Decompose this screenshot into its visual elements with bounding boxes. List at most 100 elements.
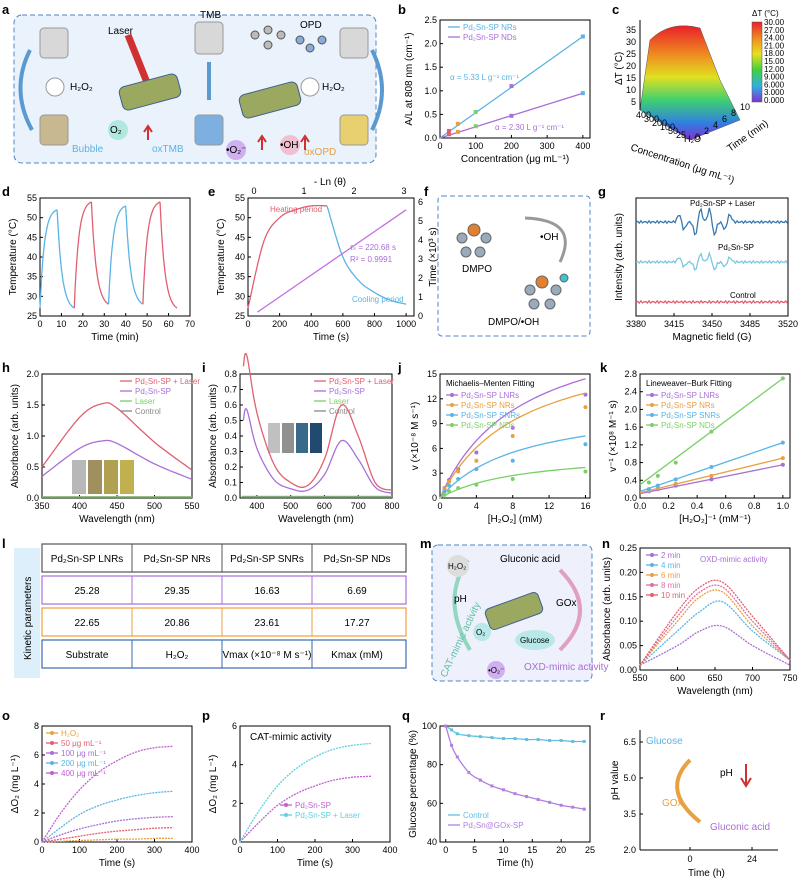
o-xtick-label: 200 — [109, 845, 124, 855]
k-point — [780, 462, 785, 467]
r-xtick: 0 — [687, 854, 692, 864]
k-point — [709, 465, 714, 469]
m-o2-circle — [473, 623, 491, 641]
nanorod-2 — [238, 81, 302, 119]
c-time-tick: 8 — [731, 108, 736, 118]
e-heating-label: Heating period — [270, 205, 322, 214]
o-curve — [41, 745, 174, 843]
tmb-label: TMB — [200, 10, 221, 21]
colorbar-tick: 30.00 — [764, 18, 785, 27]
j-xtick-label: 16 — [580, 501, 590, 511]
c-z-tick: 35 — [626, 25, 636, 35]
q-xtick-label: 10 — [498, 845, 508, 855]
k-axes-frame — [639, 373, 791, 499]
n-legend-marker — [650, 593, 654, 597]
vial-oxopd — [339, 114, 369, 146]
n-ytick-label: 0.15 — [619, 592, 637, 602]
g-label-sp: Pd₂Sn-SP — [718, 243, 754, 252]
i-legend-label: Pd₂Sn-SP — [329, 387, 365, 396]
e-ytick-label: 50 — [235, 213, 245, 223]
panel-a: a Laser TMB OPD H₂O₂ H₂O₂ B — [2, 2, 384, 164]
l-cell: 16.63 — [254, 586, 279, 597]
c-z-ticks: 5 10 15 20 25 30 35 — [626, 25, 636, 107]
o-curve — [41, 815, 174, 843]
m-o2-radical-circle — [487, 661, 505, 679]
e-y2-tick: 3 — [418, 254, 423, 264]
k-ytick-label: 2.4 — [624, 387, 637, 397]
c-z-tick: 10 — [626, 85, 636, 95]
k-xtick-label: 0.4 — [691, 501, 704, 511]
j-xtick-label: 0 — [437, 501, 442, 511]
b-xtick-label: 300 — [540, 141, 555, 151]
d-xtick-label: 70 — [185, 319, 195, 329]
h-spectrum — [41, 439, 193, 481]
q-point — [467, 734, 471, 738]
c-conc-tick: 400 — [636, 110, 651, 120]
h-ylabel: Absorbance (arb. units) — [10, 384, 21, 488]
c-conc-tick: 100 — [660, 122, 675, 132]
d-xtick-label: 40 — [121, 319, 131, 329]
r-ytick: 3.5 — [623, 809, 636, 819]
bubble-label: Bubble — [72, 144, 104, 155]
n-xlabel: Wavelength (nm) — [677, 686, 753, 697]
panel-f-frame — [437, 195, 591, 337]
n-ytick-label: 0.00 — [619, 665, 637, 675]
j-legend-marker — [450, 423, 454, 427]
n-spectrum — [639, 589, 791, 666]
l-cell: 20.86 — [164, 618, 189, 629]
e-xtick-label: 800 — [367, 319, 382, 329]
opd-molecule — [295, 35, 327, 53]
m-oxd: OXD-mimic activity — [524, 662, 608, 673]
k-ytick-label: 2.0 — [624, 404, 637, 414]
colorbar-tick: 21.00 — [764, 41, 785, 50]
d-xtick-label: 50 — [142, 319, 152, 329]
vial-h2o2-left — [39, 27, 69, 59]
d-ytick-label: 45 — [27, 232, 37, 242]
b-legend-label: Pd₂Sn-SP NRs — [463, 23, 517, 32]
q-legend-label: Control — [463, 811, 489, 820]
b-ytick-label: 1.0 — [424, 86, 437, 96]
n-xtick-label: 550 — [632, 673, 647, 683]
n-legend-marker — [650, 573, 654, 577]
d-xtick-label: 60 — [164, 319, 174, 329]
o-xtick-label: 0 — [39, 845, 44, 855]
j-point — [474, 458, 479, 463]
h-xlabel: Wavelength (nm) — [79, 514, 155, 525]
j-point — [583, 405, 588, 410]
d-ytick-label: 35 — [27, 272, 37, 282]
oxopd-label: oxOPD — [304, 147, 336, 158]
q-point — [467, 770, 471, 774]
i-ylabel: Absorbance (arb. units) — [208, 384, 219, 488]
o-ytick-label: 8 — [34, 721, 39, 731]
panel-a-frame — [13, 14, 377, 164]
n-xtick-label: 600 — [670, 673, 685, 683]
d-cycle-segment — [56, 209, 75, 309]
m-arrow-oxd — [558, 568, 582, 652]
opd-label: OPD — [300, 20, 322, 31]
n-legend-label: 6 min — [661, 571, 681, 580]
i-ytick-label: 0.0 — [224, 493, 237, 503]
m-ph: pH — [454, 594, 467, 605]
q-point — [559, 739, 563, 742]
c-time-tick: 0 — [695, 132, 700, 142]
j-legend-marker — [450, 413, 454, 417]
l-cell: Substrate — [66, 650, 109, 661]
e-xlabel: Time (s) — [313, 332, 349, 343]
m-glucose: Glucose — [520, 636, 550, 645]
oh-label: •OH — [280, 140, 299, 151]
q-legend-label: Pd₂Sn@GOx-SP — [463, 821, 524, 830]
e-xtick-label: 200 — [272, 319, 287, 329]
q-point — [501, 737, 505, 741]
c-ylabel: Time (min) — [725, 118, 770, 154]
k-legend-marker — [650, 393, 654, 397]
i-legend-label: Laser — [329, 397, 349, 406]
vial-h2o2-right — [339, 27, 369, 59]
k-legend-label: Pd₂Sn-SP LNRs — [661, 391, 719, 400]
l-cell: 17.27 — [344, 618, 369, 629]
j-ytick-label: 15 — [427, 369, 437, 379]
g-epr-trace — [635, 207, 789, 237]
m-glucose-blob — [515, 630, 555, 650]
k-point — [709, 473, 714, 478]
j-ylabel: v (×10⁻⁸ M s⁻¹) — [410, 402, 421, 470]
